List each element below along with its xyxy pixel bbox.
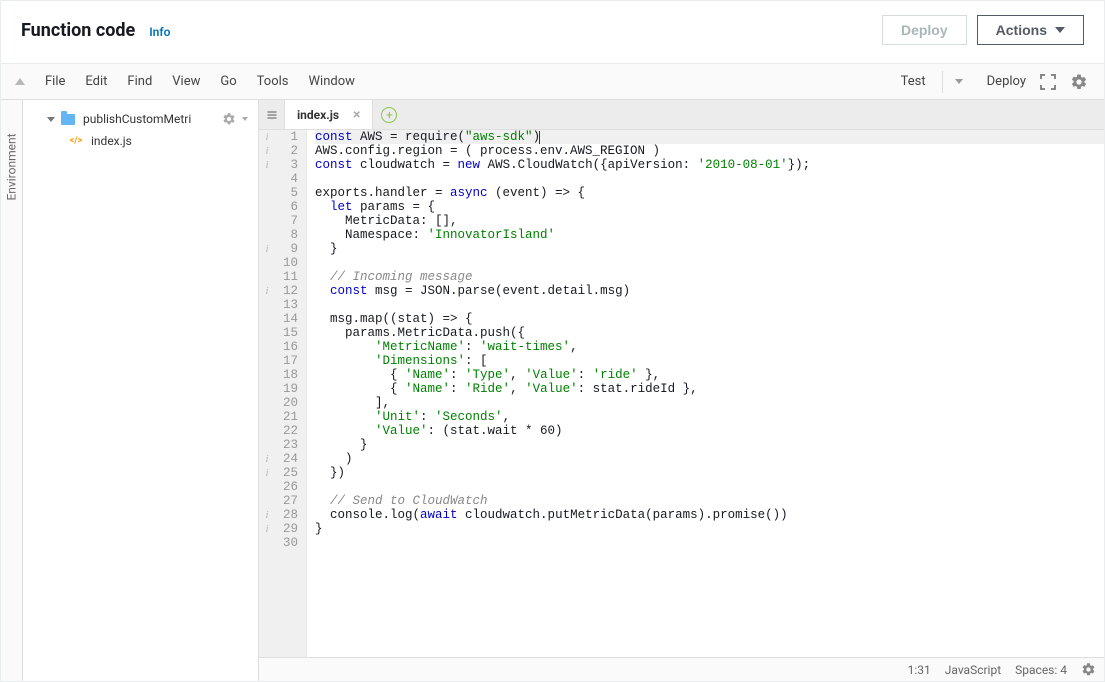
environment-sidebar[interactable]: Environment: [1, 100, 23, 681]
tab-label: index.js: [297, 108, 339, 122]
title-group: Function code Info: [21, 20, 170, 41]
menu-go[interactable]: Go: [210, 68, 246, 95]
menubar-right-icons: [1040, 73, 1094, 91]
panel-title: Function code: [21, 20, 135, 41]
tree-file-row[interactable]: </> index.js: [23, 130, 258, 152]
file-tree: publishCustomMetri </> index.js: [23, 100, 259, 681]
language-mode[interactable]: JavaScript: [945, 663, 1001, 677]
tabstrip: index.js × +: [259, 100, 1104, 130]
folder-caret-icon: [47, 117, 55, 122]
menu-view[interactable]: View: [162, 68, 210, 95]
folder-icon: [61, 114, 75, 125]
environment-label: Environment: [5, 133, 19, 200]
header-buttons: Deploy Actions: [882, 15, 1084, 45]
tab-close-icon[interactable]: ×: [353, 107, 360, 123]
menubar: FileEditFindViewGoToolsWindow Test Deplo…: [1, 64, 1104, 100]
fullscreen-icon[interactable]: [1040, 74, 1056, 90]
info-link[interactable]: Info: [149, 25, 170, 39]
cursor-position[interactable]: 1:31: [908, 663, 931, 677]
menubar-deploy-button[interactable]: Deploy: [973, 68, 1040, 95]
menu-find[interactable]: Find: [117, 68, 162, 95]
menu-file[interactable]: File: [35, 68, 75, 95]
deploy-button[interactable]: Deploy: [882, 15, 967, 45]
actions-label: Actions: [996, 22, 1047, 38]
actions-button[interactable]: Actions: [977, 15, 1084, 45]
panel-header: Function code Info Deploy Actions: [1, 1, 1104, 64]
tab-list-icon[interactable]: [259, 100, 285, 129]
tree-folder-row[interactable]: publishCustomMetri: [23, 108, 258, 130]
tab-index-js[interactable]: index.js ×: [285, 100, 373, 129]
code-editor[interactable]: iiiiiiiii 123456789101112131415161718192…: [259, 130, 1104, 657]
tree-gear-icon[interactable]: [222, 112, 236, 126]
function-code-panel: Function code Info Deploy Actions FileEd…: [0, 0, 1105, 682]
status-gear-icon[interactable]: [1081, 662, 1096, 677]
menu-edit[interactable]: Edit: [75, 68, 117, 95]
info-gutter: iiiiiiiii: [259, 130, 275, 657]
settings-gear-icon[interactable]: [1070, 73, 1088, 91]
menu-tools[interactable]: Tools: [247, 68, 299, 95]
statusbar: 1:31 JavaScript Spaces: 4: [259, 657, 1104, 681]
caret-down-icon: [1055, 27, 1065, 33]
file-name: index.js: [91, 134, 132, 148]
menu-items: FileEditFindViewGoToolsWindow: [35, 68, 365, 95]
tab-add-icon[interactable]: +: [381, 107, 397, 123]
js-file-icon: </>: [69, 134, 83, 148]
test-dropdown-icon[interactable]: [955, 79, 963, 84]
menu-window[interactable]: Window: [299, 68, 365, 95]
line-number-gutter: 1234567891011121314151617181920212223242…: [275, 130, 307, 657]
ide: FileEditFindViewGoToolsWindow Test Deplo…: [1, 64, 1104, 681]
ide-body: Environment publishCustomMetri </> index…: [1, 100, 1104, 681]
folder-name: publishCustomMetri: [83, 112, 191, 126]
collapse-icon[interactable]: [15, 78, 25, 85]
editor-column: index.js × + iiiiiiiii 12345678910111213…: [259, 100, 1104, 681]
code-area[interactable]: const AWS = require("aws-sdk")AWS.config…: [307, 130, 1104, 657]
spaces-setting[interactable]: Spaces: 4: [1015, 663, 1067, 677]
tree-gear-caret-icon: [242, 117, 248, 121]
test-button[interactable]: Test: [887, 68, 940, 95]
